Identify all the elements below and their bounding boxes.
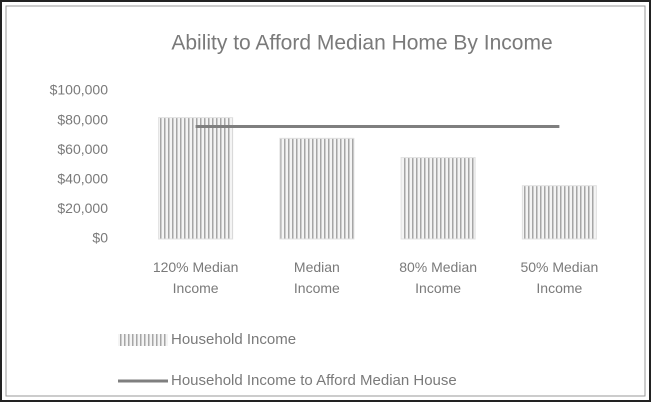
y-tick-label: $60,000 bbox=[57, 141, 108, 157]
bar bbox=[400, 157, 476, 240]
inner-border bbox=[5, 5, 646, 397]
x-tick-label: 80% Median Income bbox=[399, 259, 478, 296]
legend-label: Household Income to Afford Median House bbox=[171, 372, 457, 389]
x-tick-label: Median Income bbox=[293, 259, 340, 296]
chart-title: Ability to Afford Median Home By Income bbox=[171, 32, 552, 55]
legend-swatch bbox=[118, 334, 168, 346]
y-tick-label: $80,000 bbox=[57, 111, 108, 127]
x-tick-label: 50% Median Income bbox=[520, 259, 599, 296]
y-tick-label: $0 bbox=[92, 230, 108, 246]
bar bbox=[521, 185, 597, 240]
y-tick-label: $100,000 bbox=[50, 82, 109, 98]
bar bbox=[279, 137, 355, 240]
legend-label: Household Income bbox=[171, 331, 296, 348]
y-tick-label: $20,000 bbox=[57, 200, 108, 216]
y-tick-label: $40,000 bbox=[57, 171, 108, 187]
x-tick-label: 120% Median Income bbox=[152, 259, 239, 296]
bar bbox=[158, 117, 234, 240]
